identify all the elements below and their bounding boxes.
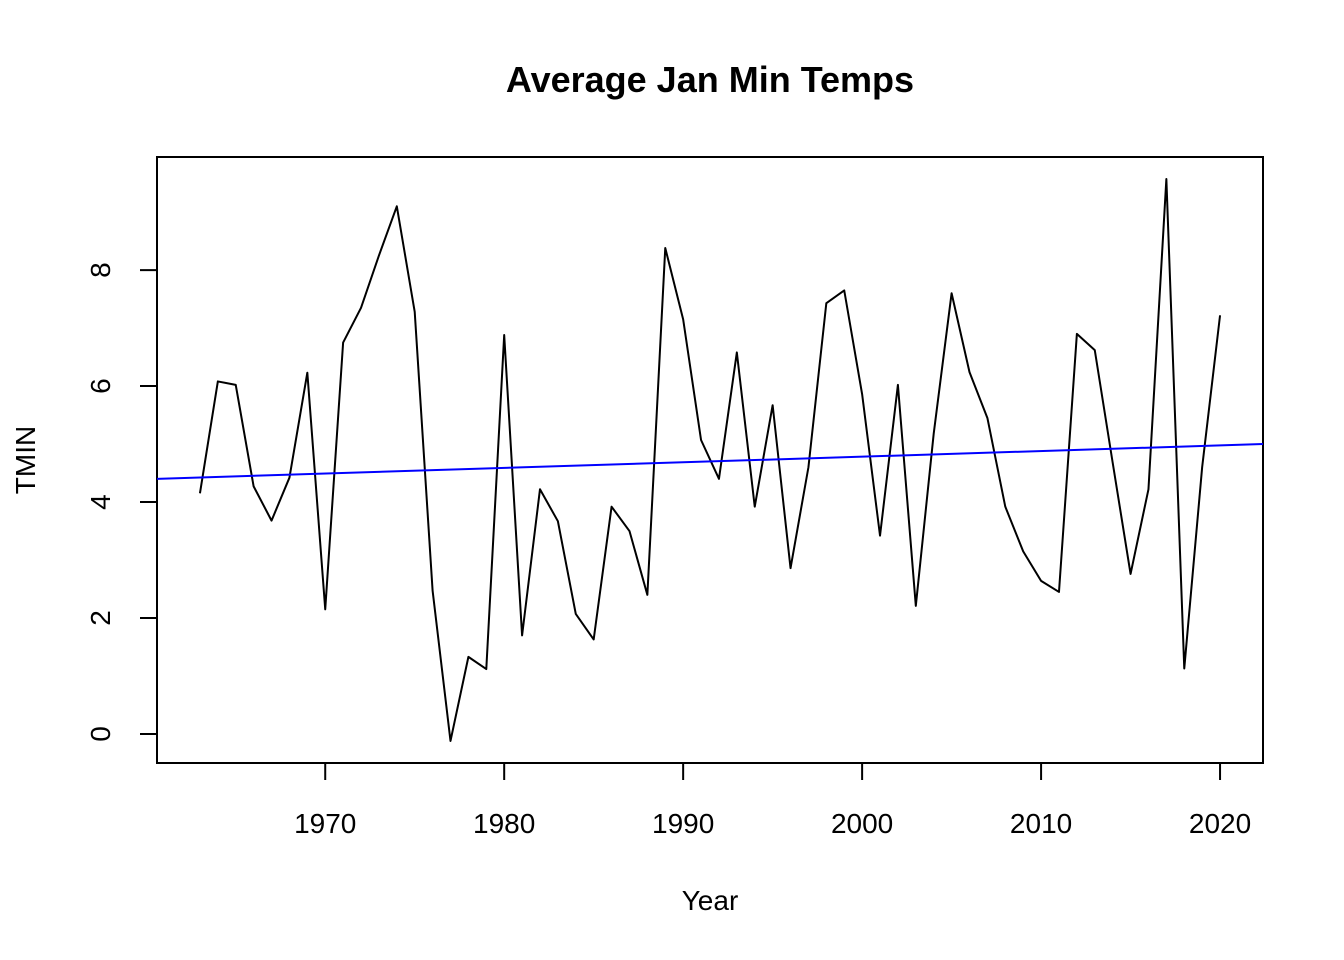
y-axis-label: TMIN <box>10 426 41 494</box>
x-tick-label: 2020 <box>1189 808 1251 839</box>
y-tick-label: 6 <box>85 378 116 394</box>
y-tick-label: 4 <box>85 494 116 510</box>
x-tick-label: 2010 <box>1010 808 1072 839</box>
trend-line <box>156 443 1264 480</box>
x-axis-label: Year <box>682 885 739 916</box>
x-tick-label: 1990 <box>652 808 714 839</box>
x-tick-label: 1970 <box>294 808 356 839</box>
x-axis: 1970 1980 1990 2000 2010 2020 <box>294 762 1251 839</box>
y-tick-label: 8 <box>85 262 116 278</box>
series-layer <box>156 178 1264 742</box>
chart-title: Average Jan Min Temps <box>506 59 914 100</box>
tmin-series-line <box>198 178 1222 742</box>
x-tick-label: 1980 <box>473 808 535 839</box>
y-tick-label: 0 <box>85 726 116 742</box>
y-tick-label: 2 <box>85 610 116 626</box>
y-axis: 0 2 4 6 8 <box>85 262 158 742</box>
x-tick-label: 2000 <box>831 808 893 839</box>
